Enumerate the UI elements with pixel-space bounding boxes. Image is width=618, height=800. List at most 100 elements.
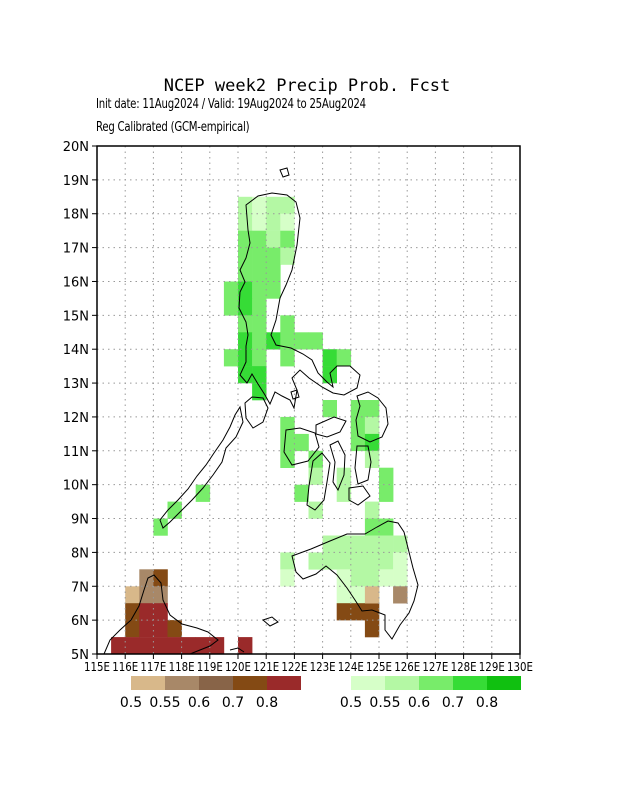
lon-tick-label: 130E xyxy=(507,660,533,674)
dry-legend-label: 0.5 xyxy=(120,695,142,711)
wet-probability-cell xyxy=(280,450,295,468)
dry-probability-cell xyxy=(364,603,380,621)
dry-probability-cell xyxy=(125,603,140,621)
wet-probability-cell xyxy=(350,586,366,604)
wet-probability-cell xyxy=(280,213,295,231)
lat-tick-label: 14N xyxy=(63,343,89,358)
dry-legend-swatch xyxy=(199,676,233,690)
dry-probability-cell xyxy=(364,620,380,638)
coastline-minor-tawi xyxy=(229,647,245,653)
wet-probability-cell xyxy=(364,416,380,435)
wet-legend-swatch xyxy=(385,676,419,690)
wet-probability-cell xyxy=(252,383,267,401)
wet-probability-cell xyxy=(280,315,295,333)
lon-tick-label: 123E xyxy=(310,660,336,674)
wet-probability-cell xyxy=(238,213,253,231)
dry-probability-cell xyxy=(139,637,154,655)
wet-probability-cell xyxy=(223,298,239,316)
wet-probability-cell xyxy=(280,433,295,452)
dry-legend-label: 0.8 xyxy=(256,695,278,711)
lat-tick-label: 6N xyxy=(71,614,89,629)
lon-tick-label: 128E xyxy=(451,660,477,674)
wet-probability-cell xyxy=(350,552,366,570)
lon-tick-label: 126E xyxy=(394,660,420,674)
dry-probability-cell xyxy=(350,603,366,621)
wet-probability-cell xyxy=(252,247,267,265)
dry-probability-cell xyxy=(153,586,168,604)
lon-tick-label: 119E xyxy=(197,660,223,674)
dry-probability-cell xyxy=(153,603,168,621)
wet-probability-cell xyxy=(266,213,281,231)
lat-tick-label: 8N xyxy=(71,546,89,561)
init-valid-dates: Init date: 11Aug2024 / Valid: 19Aug2024 … xyxy=(96,97,366,112)
longitude-axis-labels: 115E 116E 117E 118E 119E 120E 121E 122E 123E 124E… xyxy=(84,654,533,674)
wet-probability-cell xyxy=(223,349,239,367)
wet-probability-cell xyxy=(223,281,239,299)
lat-tick-label: 13N xyxy=(63,377,89,392)
dry-probability-cell xyxy=(167,637,182,655)
dry-probability-cell xyxy=(238,637,253,655)
wet-probability-cell xyxy=(322,400,337,418)
wet-probability-cell xyxy=(336,586,352,604)
latitude-axis-labels: 5N 6N 7N 8N 9N 10N 11N 12N 13N 14N 15N 16N 17N 18N 19N… xyxy=(63,140,97,663)
wet-legend-swatch xyxy=(487,676,521,690)
wet-probability-cell xyxy=(336,535,352,553)
coastline-mindoro xyxy=(244,396,269,429)
wet-probability-cell xyxy=(336,552,352,570)
wet-probability-cell xyxy=(280,552,295,570)
wet-probability-cell xyxy=(238,281,253,299)
wet-probability-cell xyxy=(280,569,295,587)
dry-probability-cell xyxy=(195,637,211,655)
wet-legend-label: 0.5 xyxy=(340,695,362,711)
dry-probability-legend: 0.5 0.55 0.6 0.7 0.8 xyxy=(120,676,301,711)
dry-probability-cell xyxy=(153,569,168,587)
wet-probability-cell xyxy=(364,569,380,587)
wet-legend-label: 0.6 xyxy=(408,695,430,711)
probability-cells xyxy=(111,196,408,655)
dry-probability-cell xyxy=(153,620,168,638)
lon-tick-label: 117E xyxy=(140,660,166,674)
lat-tick-label: 5N xyxy=(71,648,89,663)
map-frame xyxy=(96,145,521,655)
wet-probability-cell xyxy=(252,298,267,316)
wet-probability-cell xyxy=(393,552,408,570)
wet-probability-cell xyxy=(153,518,168,536)
coastline-outline xyxy=(103,167,419,655)
wet-probability-cell xyxy=(252,332,267,350)
wet-probability-cell xyxy=(322,366,337,384)
wet-probability-cell xyxy=(238,196,253,214)
wet-legend-label: 0.7 xyxy=(442,695,464,711)
wet-probability-cell xyxy=(393,535,408,553)
wet-probability-cell xyxy=(266,196,281,214)
coastline-negros xyxy=(306,452,331,511)
wet-probability-cell xyxy=(167,501,182,519)
dry-probability-cell xyxy=(209,637,225,655)
lat-tick-label: 16N xyxy=(63,275,89,290)
dry-probability-cell xyxy=(336,603,352,621)
coastline-basilan xyxy=(262,616,279,627)
wet-probability-cell xyxy=(336,349,352,367)
dry-probability-cell xyxy=(364,586,380,604)
wet-probability-cell xyxy=(280,349,295,367)
dry-probability-cell xyxy=(139,586,154,604)
wet-probability-cell xyxy=(238,247,253,265)
coastline-borneo-north xyxy=(103,574,219,655)
wet-probability-cell xyxy=(364,552,380,570)
wet-probability-cell xyxy=(322,349,337,367)
wet-probability-cell xyxy=(308,467,323,485)
lon-tick-label: 118E xyxy=(169,660,195,674)
coastline-samar xyxy=(355,391,389,443)
wet-probability-cell xyxy=(379,552,394,570)
wet-probability-cell xyxy=(336,484,352,502)
wet-probability-cell xyxy=(195,484,211,502)
dry-legend-label: 0.7 xyxy=(222,695,244,711)
wet-probability-cell xyxy=(252,281,267,299)
coastline-masbate xyxy=(315,416,347,438)
dry-probability-cell xyxy=(167,620,182,638)
wet-legend-label: 0.8 xyxy=(476,695,498,711)
wet-probability-cell xyxy=(308,552,323,570)
wet-probability-cell xyxy=(238,298,253,316)
dry-legend-label: 0.6 xyxy=(188,695,210,711)
wet-probability-cell xyxy=(379,467,394,485)
coastline-palawan xyxy=(159,405,244,529)
